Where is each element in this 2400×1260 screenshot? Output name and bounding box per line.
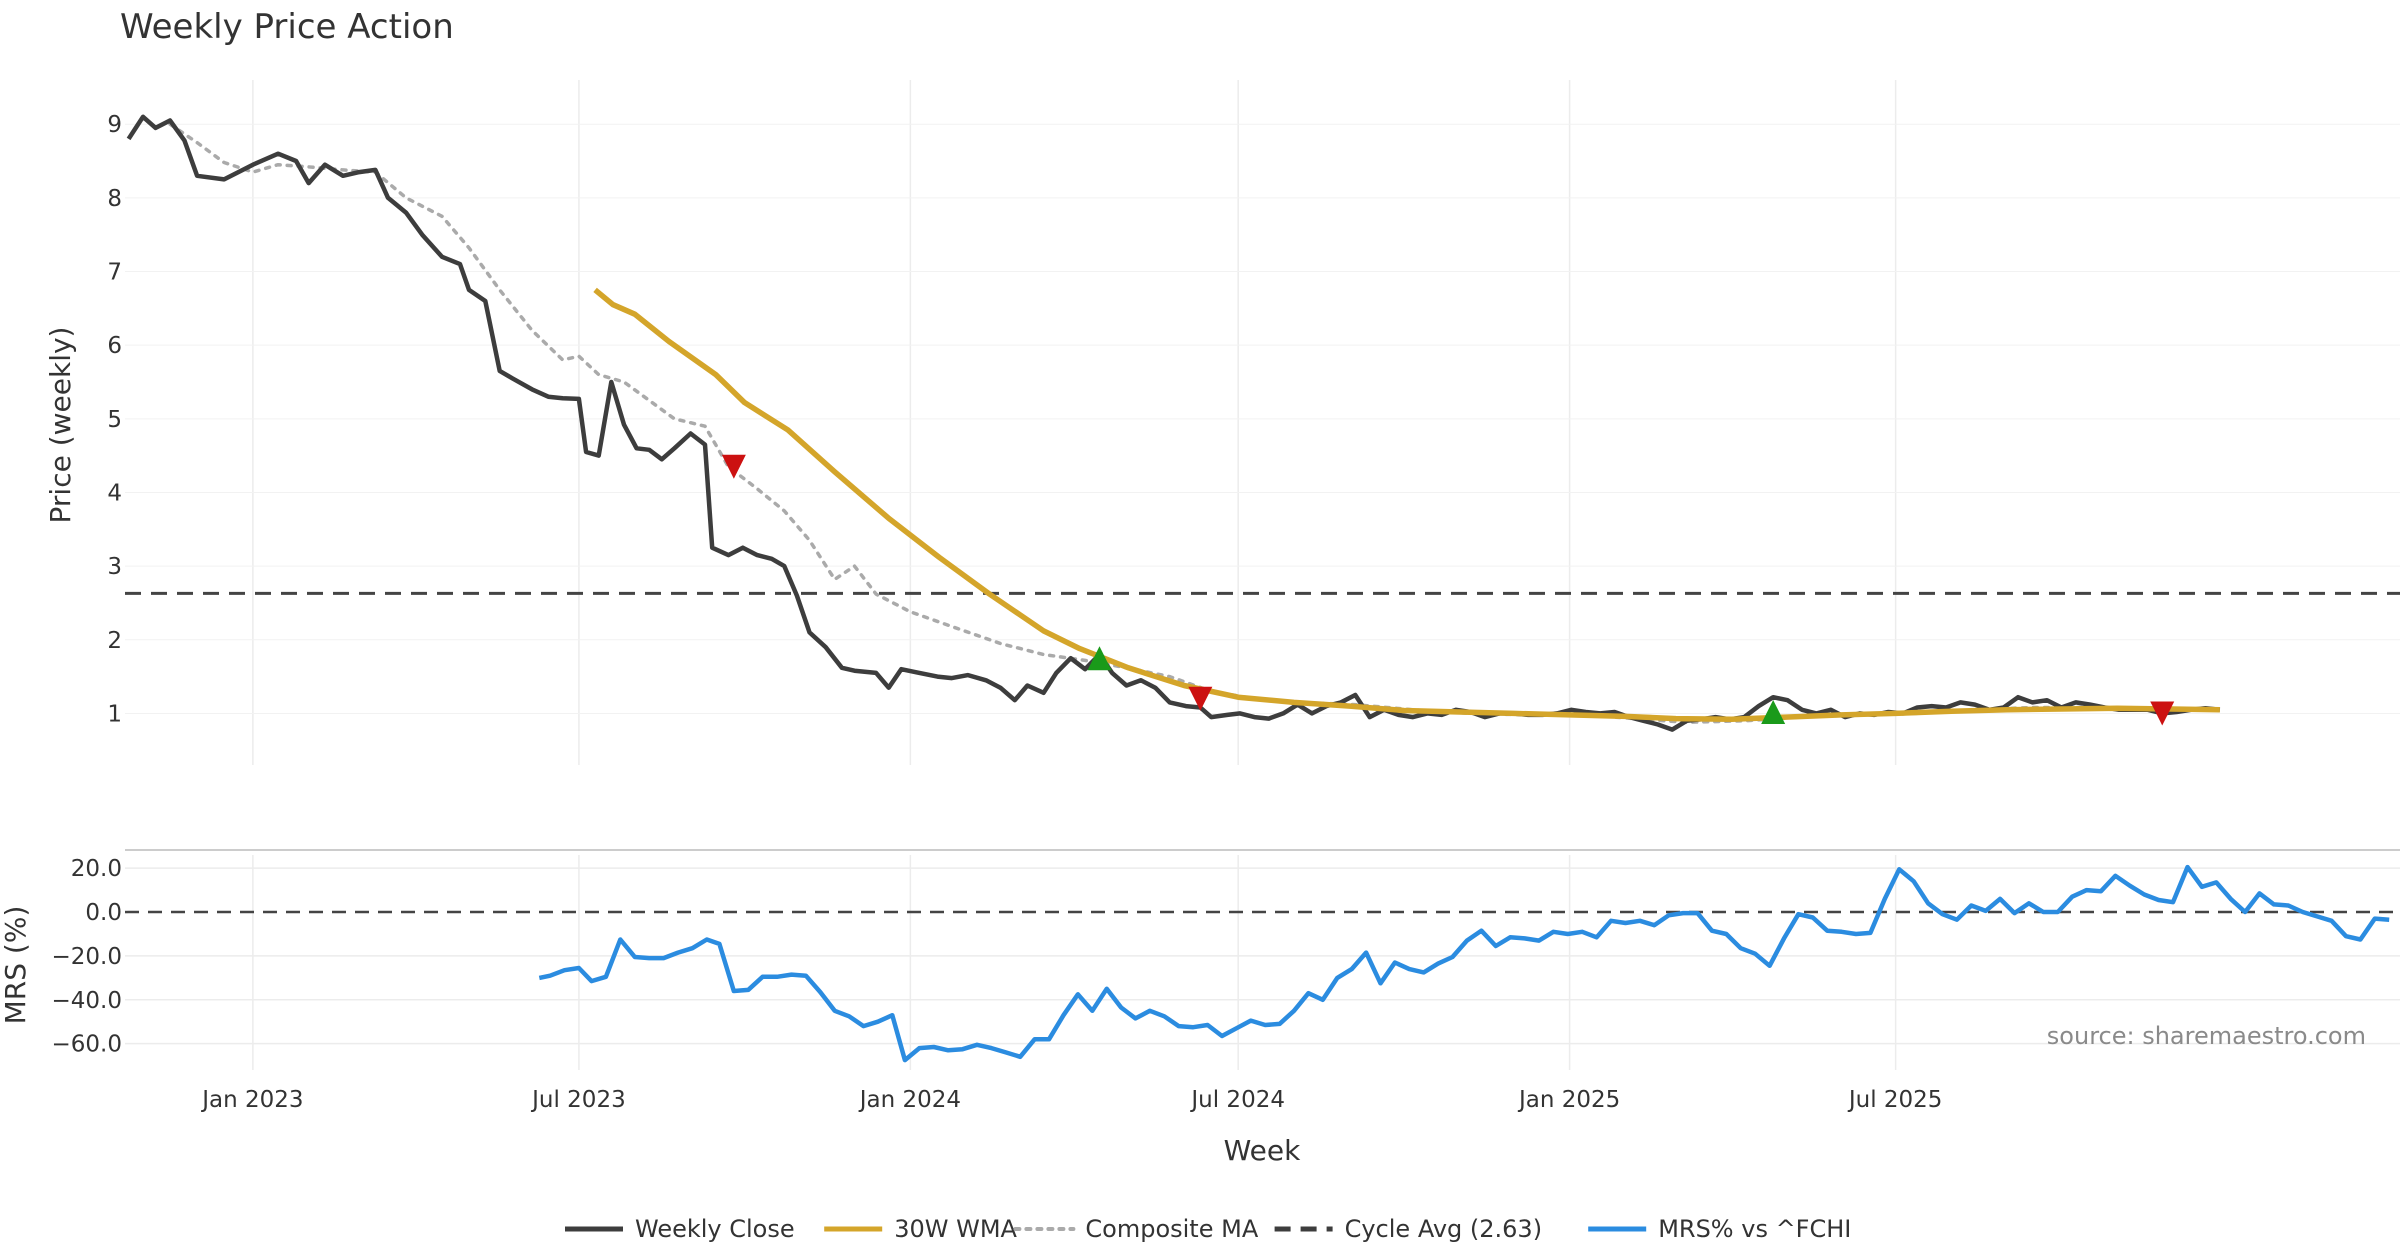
x-tick-label: Jan 2025 (1517, 1087, 1620, 1113)
chart-title: Weekly Price Action (120, 7, 454, 47)
composite-ma-line (168, 122, 2222, 725)
x-tick-label: Jul 2023 (530, 1087, 626, 1113)
price-gridlines (125, 80, 2400, 765)
buy-signal-marker (1087, 646, 1112, 671)
price-y-tick-label: 7 (107, 260, 122, 286)
mrs-gridlines (125, 855, 2400, 1070)
price-y-tick-label: 4 (107, 480, 122, 506)
legend-label: Composite MA (1085, 1215, 1258, 1243)
x-axis-label: Week (1224, 1134, 1301, 1167)
mrs-y-ticks: 20.0 0.0 −20.0 −40.0 −60.0 (52, 856, 122, 1058)
mrs-series (125, 864, 2400, 1063)
price-series (125, 114, 2400, 732)
price-y-tick-label: 8 (107, 186, 122, 212)
signal-markers (721, 454, 2175, 726)
mrs-y-tick-label: −20.0 (52, 944, 122, 970)
price-y-tick-label: 3 (107, 554, 122, 580)
mrs-y-tick-label: −60.0 (52, 1032, 122, 1058)
mrs-y-tick-label: 0.0 (85, 900, 122, 926)
x-tick-label: Jul 2024 (1189, 1087, 1285, 1113)
weekly-close-line (126, 114, 2221, 732)
mrs-y-axis-label: MRS (%) (0, 906, 32, 1025)
price-y-tick-label: 6 (107, 333, 122, 359)
mrs-y-tick-label: 20.0 (71, 856, 122, 882)
price-y-tick-label: 1 (107, 701, 122, 727)
chart-legend: Weekly Close 30W WMA Composite MA Cycle Avg… (565, 1215, 1851, 1243)
x-tick-label: Jan 2023 (200, 1087, 303, 1113)
sell-signal-marker (1188, 686, 1213, 711)
legend-label: MRS% vs ^FCHI (1658, 1215, 1851, 1243)
price-y-tick-label: 2 (107, 628, 122, 654)
legend-label: Weekly Close (635, 1215, 795, 1243)
x-ticks: Jan 2023 Jul 2023 Jan 2024 Jul 2024 Jan 2025… (200, 1087, 1942, 1113)
sell-signal-marker (2150, 701, 2175, 726)
sell-signal-marker (721, 454, 746, 479)
legend-label: Cycle Avg (2.63) (1345, 1215, 1542, 1243)
price-y-tick-label: 5 (107, 407, 122, 433)
30w-wma-line (593, 287, 2220, 723)
x-tick-label: Jan 2024 (858, 1087, 961, 1113)
x-tick-label: Jul 2025 (1847, 1087, 1943, 1113)
price-y-tick-label: 9 (107, 112, 122, 138)
source-credit: source: sharemaestro.com (2047, 1022, 2366, 1050)
mrs-line (538, 864, 2390, 1063)
buy-signal-marker (1761, 699, 1786, 724)
price-y-ticks: 1 2 3 4 5 6 7 8 9 (107, 112, 122, 727)
legend-label: 30W WMA (894, 1215, 1017, 1243)
price-y-axis-label: Price (weekly) (44, 327, 77, 524)
mrs-y-tick-label: −40.0 (52, 988, 122, 1014)
